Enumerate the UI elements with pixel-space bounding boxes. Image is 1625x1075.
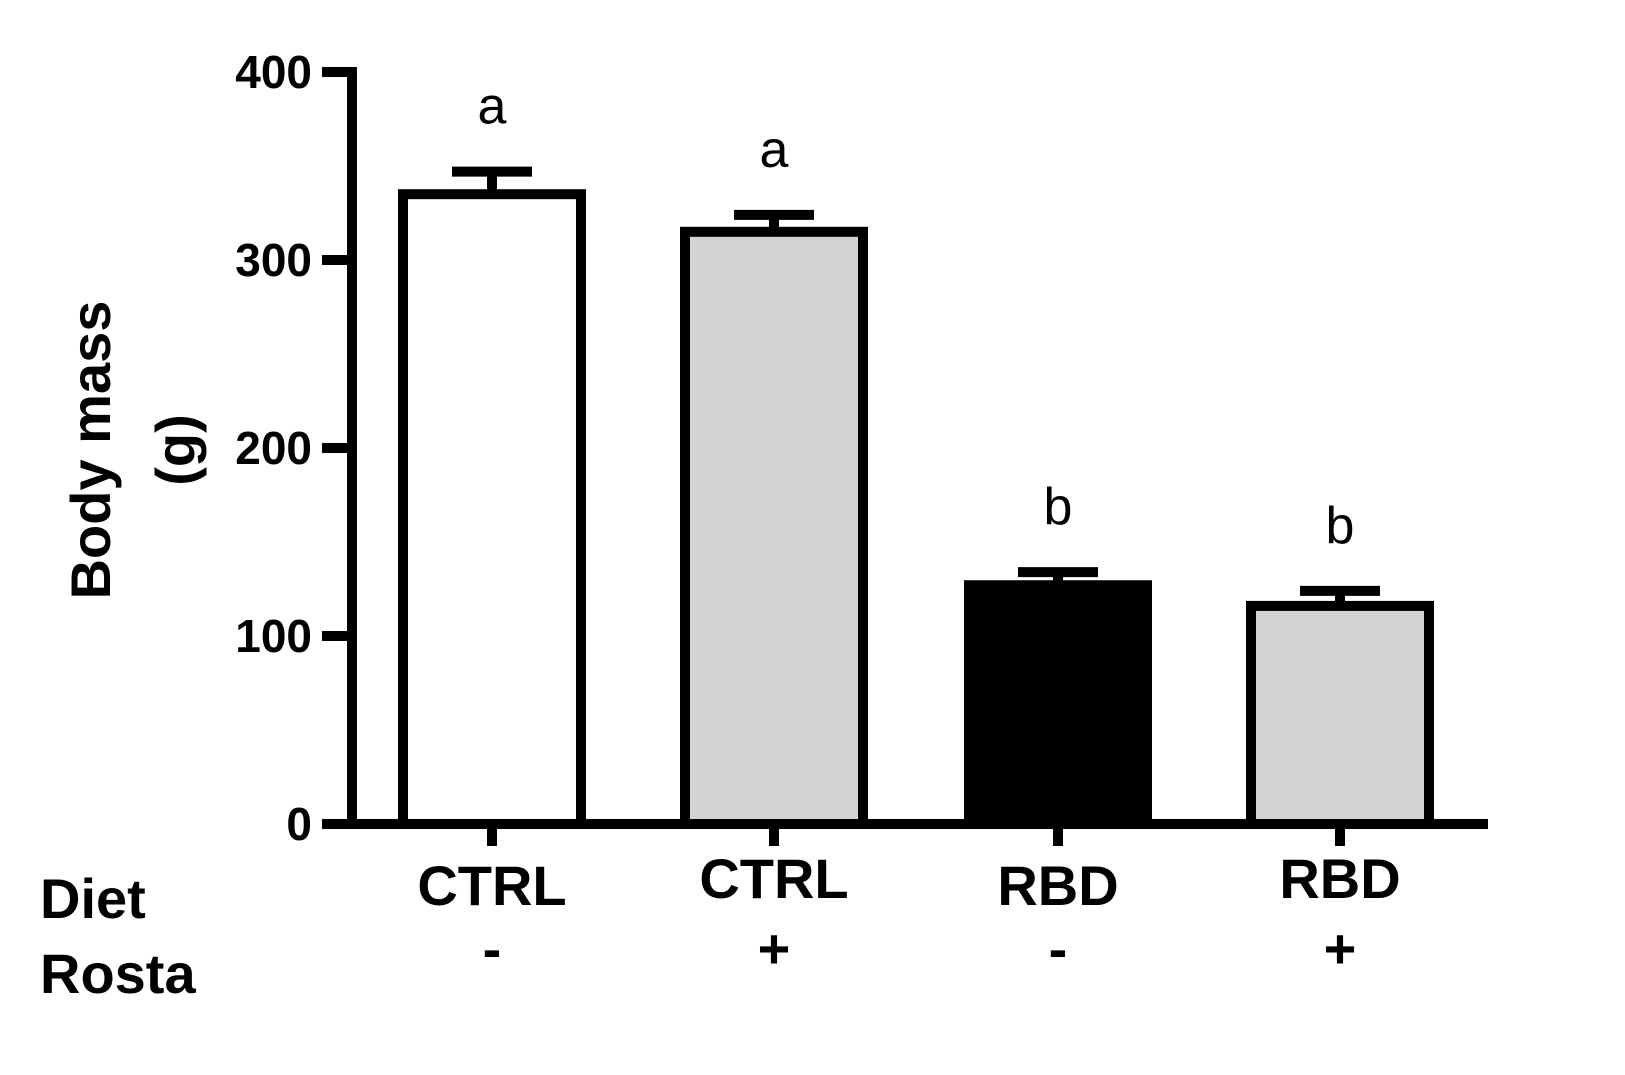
category-label-diet-4: RBD [1279, 847, 1400, 910]
category-label-rosta-3: - [1049, 917, 1068, 980]
y-tick-label-200: 200 [235, 422, 312, 474]
y-tick-label-400: 400 [235, 46, 312, 98]
bar-1 [398, 189, 586, 829]
bar-3 [964, 580, 1152, 829]
row-label-diet: Diet [40, 867, 146, 930]
bar-4 [1246, 600, 1434, 829]
significance-label-2: a [760, 121, 789, 179]
y-tick-label-0: 0 [286, 798, 312, 850]
bar-2 [680, 226, 868, 830]
category-label-rosta-1: - [483, 917, 502, 980]
significance-label-3: b [1044, 478, 1073, 536]
category-label-diet-2: CTRL [699, 847, 848, 910]
category-label-rosta-4: + [1324, 917, 1357, 980]
category-label-diet-3: RBD [997, 854, 1118, 917]
y-axis-title: Body mass (g) [59, 301, 207, 600]
y-axis-title-line2: (g) [144, 414, 207, 486]
row-label-rosta: Rosta [40, 942, 196, 1005]
category-label-diet-1: CTRL [417, 854, 566, 917]
significance-label-4: b [1326, 497, 1355, 555]
category-label-rosta-2: + [758, 917, 791, 980]
y-tick-label-100: 100 [235, 610, 312, 662]
y-tick-label-300: 300 [235, 234, 312, 286]
y-axis-title-line1: Body mass [59, 301, 122, 600]
significance-label-1: a [478, 78, 507, 136]
